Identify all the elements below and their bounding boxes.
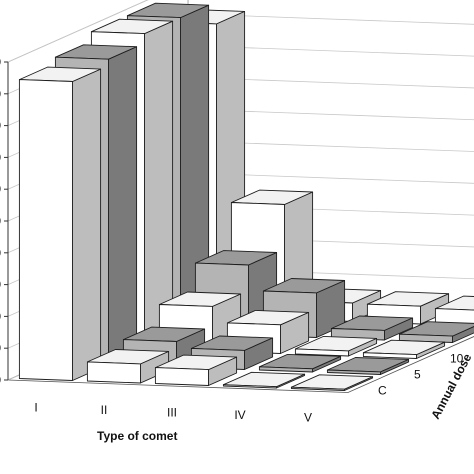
y-tick-label: 3000 <box>0 182 1 196</box>
bar <box>154 367 209 386</box>
bar <box>326 369 381 375</box>
depth-tick-label: 10 <box>450 352 464 366</box>
y-tick-label: 1500 <box>0 278 1 292</box>
depth-tick-label: 5 <box>414 368 421 382</box>
y-tick-label: 5000 <box>0 55 1 69</box>
y-tick-label: 4000 <box>0 119 1 133</box>
label-layer: 0 500 1000 1500 2000 2500 3000 3500 4000 4500 5000… <box>0 55 464 424</box>
gridline <box>7 0 149 63</box>
bar-side <box>72 68 102 381</box>
x-tick-label: II <box>101 403 108 417</box>
x-tick-label: I <box>34 400 37 414</box>
y-tick-label: 4500 <box>0 87 1 101</box>
bar <box>290 386 345 391</box>
y-tick-label: 0 <box>0 373 1 387</box>
x-tick-label: V <box>304 410 312 424</box>
bar <box>18 79 73 381</box>
x-axis-title: Type of comet <box>97 429 177 443</box>
bar <box>258 366 313 373</box>
bars-layer <box>18 2 474 391</box>
y-tick-label: 2500 <box>0 214 1 228</box>
depth-tick-label: C <box>378 384 387 398</box>
y-tick-label: 3500 <box>0 150 1 164</box>
bar-side <box>144 20 174 349</box>
y-tick-label: 500 <box>0 341 1 355</box>
x-tick-label: III <box>167 405 177 419</box>
bar-side <box>108 46 138 365</box>
y-tick-label: 1000 <box>0 309 1 323</box>
y-tick-label: 2000 <box>0 246 1 260</box>
bar <box>362 352 417 359</box>
x-tick-label: IV <box>234 408 245 422</box>
bar <box>222 384 277 389</box>
bar <box>294 348 349 357</box>
bar <box>86 361 141 384</box>
